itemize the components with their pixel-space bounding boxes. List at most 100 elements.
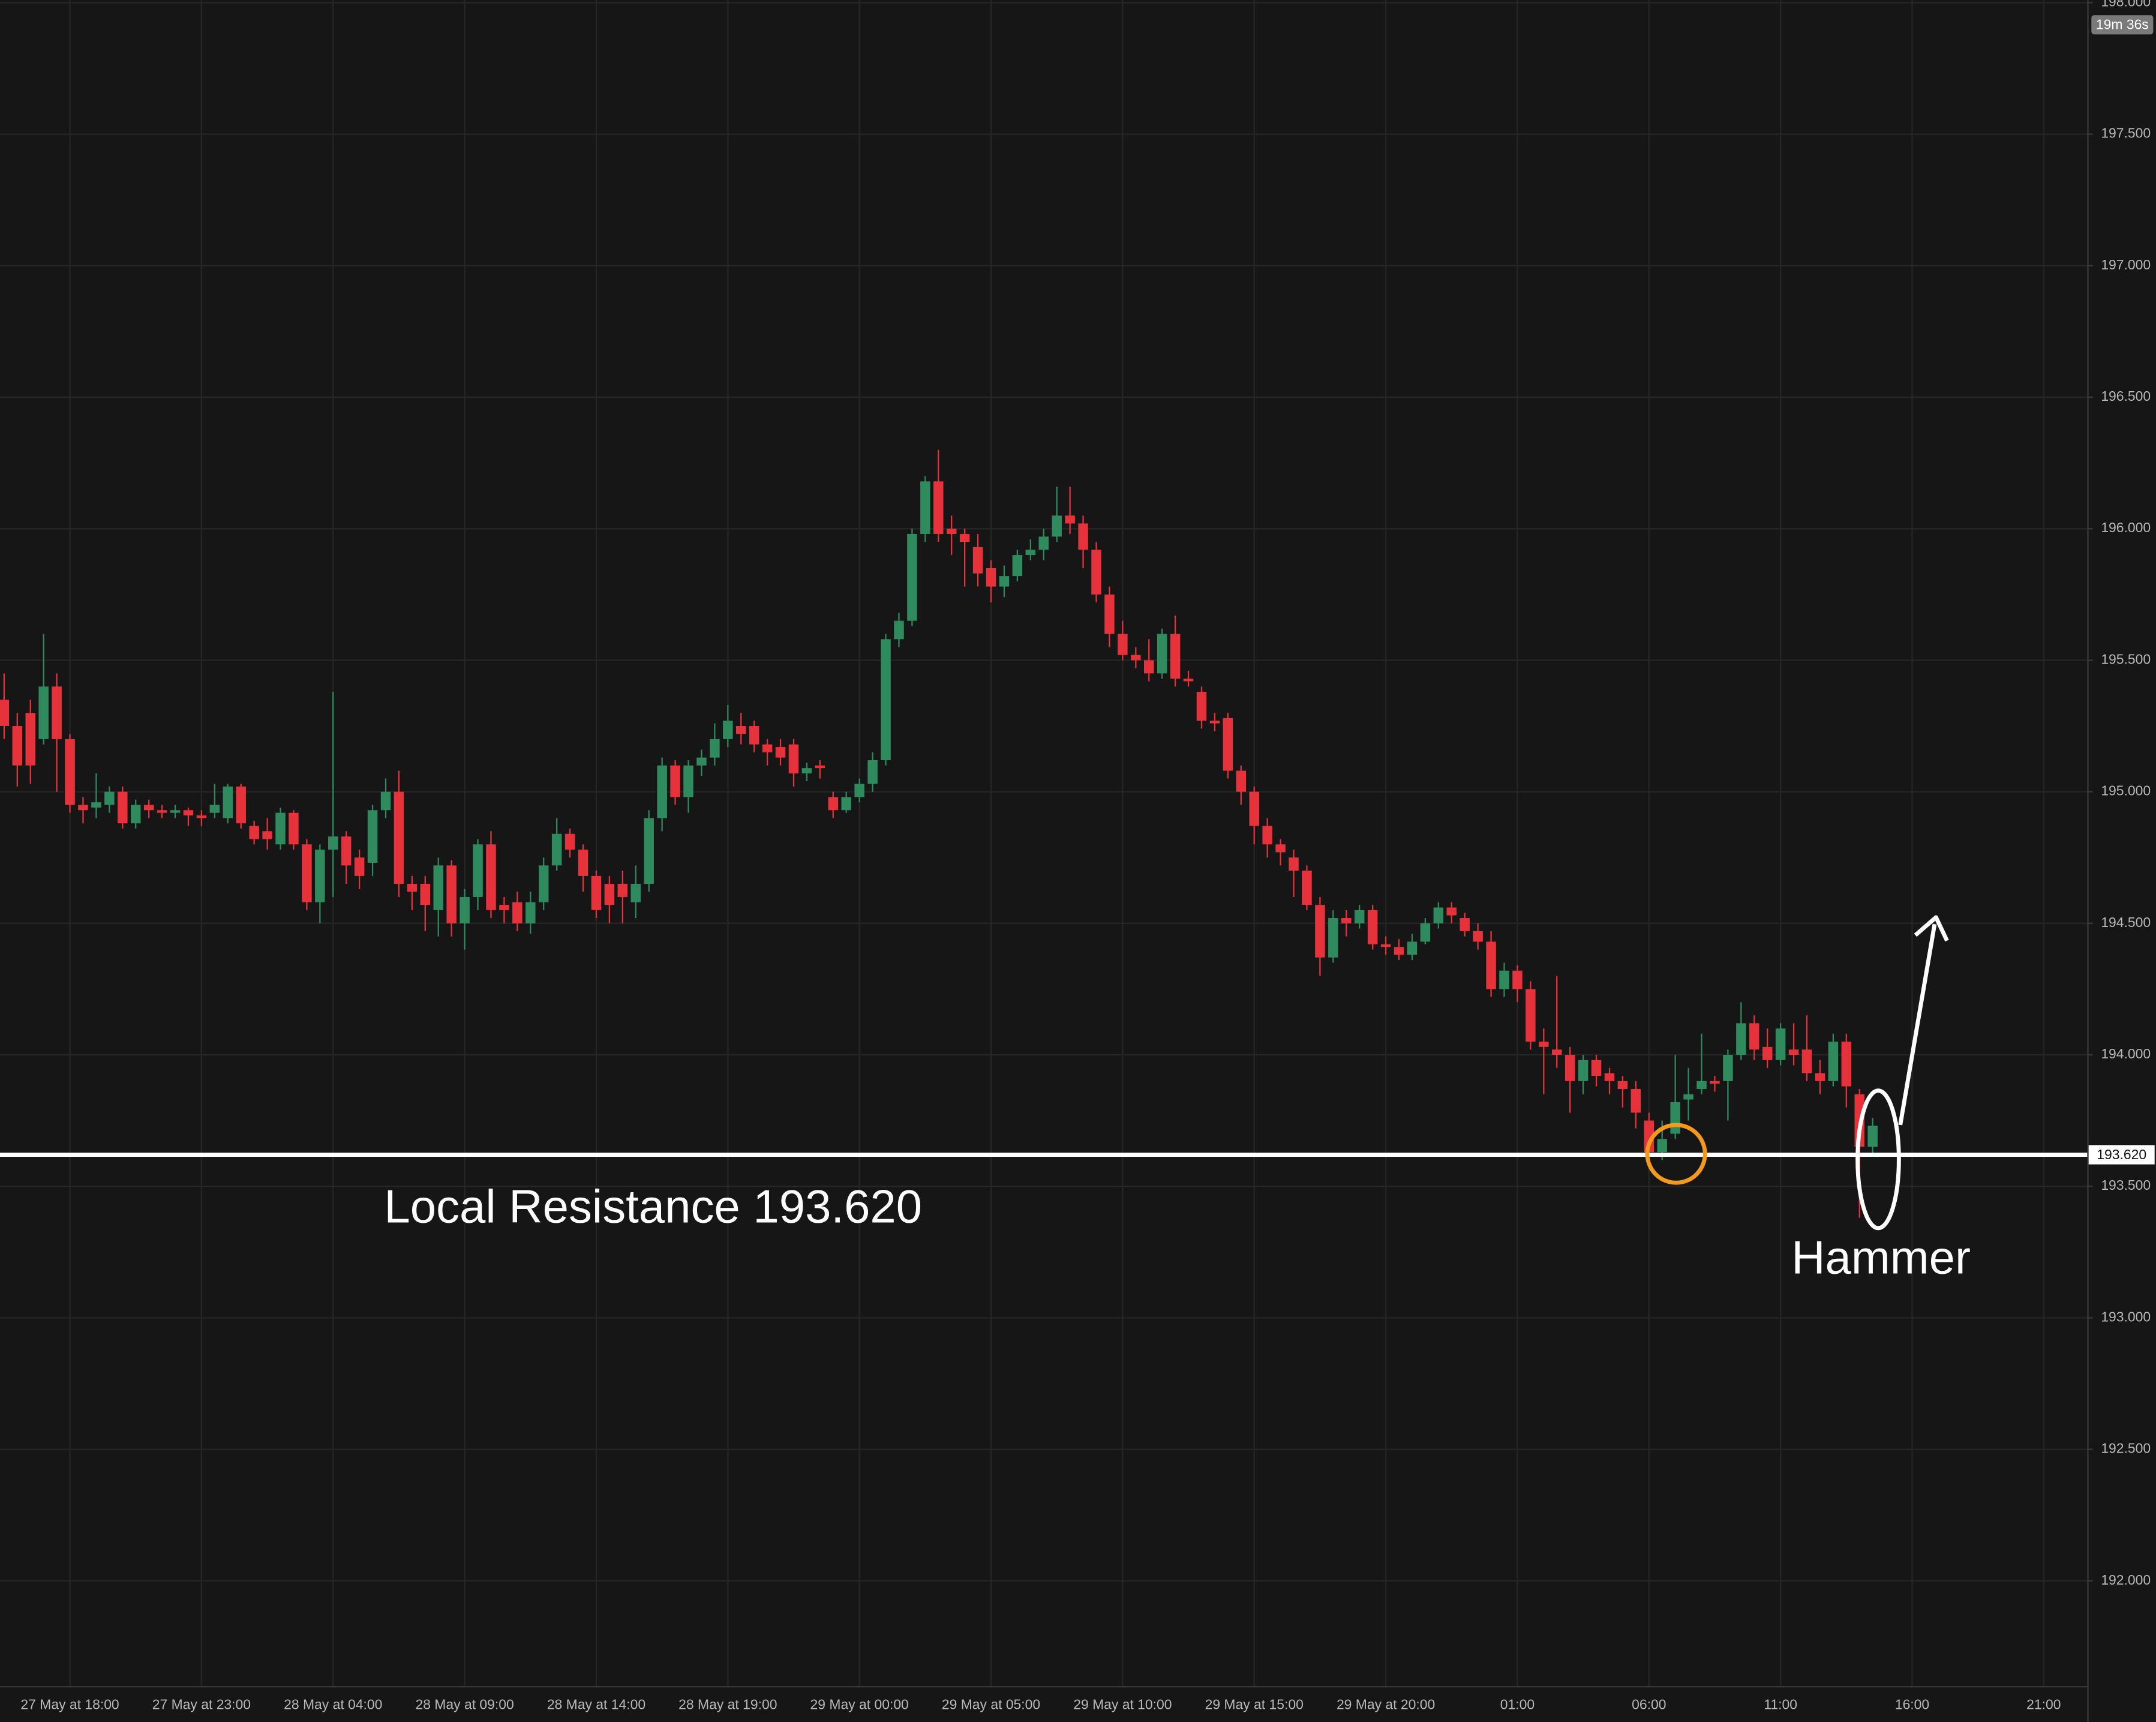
candle-body (683, 765, 693, 797)
candle-body (907, 533, 917, 621)
candle-body (1644, 1120, 1654, 1153)
y-tick-label: 195.500 (2101, 651, 2151, 667)
candle-body (854, 784, 864, 797)
candle-body (1038, 536, 1049, 550)
candle-body (1723, 1054, 1733, 1081)
candle-body (236, 786, 246, 824)
candle-body (367, 810, 378, 863)
candle-body (1143, 660, 1154, 674)
candle-body (1209, 721, 1220, 724)
candles (0, 449, 2088, 1218)
candle-body (262, 831, 272, 839)
candle-body (1512, 970, 1523, 989)
candle-body (78, 805, 88, 811)
candle-body (630, 884, 641, 902)
candle-body (512, 902, 523, 923)
axes: 192.000 192.500 193.000 193.500 194.000 194.5… (20, 0, 2155, 1712)
x-tick-label: 28 May at 09:00 (415, 1696, 514, 1712)
candle-body (1118, 634, 1128, 655)
candle-body (644, 818, 654, 884)
candle-body (920, 481, 930, 534)
candle-body (1380, 944, 1391, 947)
candle-body (1407, 941, 1418, 955)
y-tick-label: 193.500 (2101, 1177, 2151, 1193)
candle-body (1275, 844, 1286, 853)
candle-body (249, 826, 259, 839)
candle-body (1262, 826, 1272, 845)
candle-body (1131, 655, 1141, 661)
candle-body (578, 850, 588, 876)
x-tick-label: 28 May at 19:00 (678, 1696, 777, 1712)
candle-body (1486, 941, 1496, 989)
candle-body (1302, 871, 1312, 905)
y-tick-label: 194.000 (2101, 1046, 2151, 1061)
hammer-ellipse (1855, 1088, 1901, 1231)
candle-body (551, 833, 562, 866)
candle-body (881, 639, 891, 760)
candle-body (696, 757, 707, 766)
candle-body (710, 739, 720, 758)
candle-body (1749, 1023, 1759, 1050)
candle-body (1289, 857, 1299, 871)
candle-body (209, 805, 220, 813)
candle-body (302, 844, 312, 902)
candle-body (433, 865, 443, 910)
candle-body (1091, 550, 1101, 595)
candle-body (1183, 679, 1194, 682)
candle-body (564, 833, 575, 850)
candle-body (538, 865, 549, 902)
candle-body (1815, 1073, 1825, 1081)
y-tick-label: 197.500 (2101, 125, 2151, 141)
candle-body (1670, 1102, 1680, 1134)
candle-body (1696, 1081, 1707, 1089)
grid (0, 0, 2088, 1687)
candle-body (407, 884, 418, 892)
candle-body (486, 844, 496, 910)
candle-body (52, 686, 62, 739)
candle-body (1157, 634, 1167, 674)
candle-body (1078, 523, 1088, 550)
x-tick-label: 11:00 (1764, 1696, 1797, 1712)
candle-body (946, 529, 957, 534)
candle-body (143, 805, 154, 811)
candle-body (1104, 594, 1115, 634)
candle-body (723, 721, 733, 739)
candle-body (736, 726, 746, 734)
x-tick-label: 16:00 (1895, 1696, 1929, 1712)
candle-body (65, 739, 75, 805)
candle-body (972, 547, 983, 574)
y-tick-label: 192.000 (2101, 1572, 2151, 1588)
candle-body (130, 805, 141, 824)
candle-body (289, 812, 299, 845)
candle-body (473, 844, 483, 897)
x-tick-label: 28 May at 04:00 (284, 1696, 382, 1712)
candle-body (1170, 634, 1181, 679)
candle-body (1657, 1139, 1667, 1153)
x-tick-label: 27 May at 18:00 (20, 1696, 119, 1712)
y-tick-label: 194.500 (2101, 914, 2151, 930)
candle-body (0, 700, 10, 727)
candle-body (591, 875, 602, 910)
candle-body (1341, 918, 1352, 923)
candle-body (788, 744, 799, 773)
candle-body (328, 836, 338, 850)
level-label-box (2088, 1145, 2155, 1165)
candle-body (1841, 1042, 1852, 1087)
candle-body (959, 533, 970, 542)
candle-body (1236, 770, 1247, 792)
candle-body (933, 481, 944, 534)
x-tick-label: 06:00 (1632, 1696, 1666, 1712)
candle-body (1354, 910, 1365, 923)
candle-body (1328, 918, 1338, 958)
candle-body (617, 884, 628, 897)
candle-body (1617, 1081, 1628, 1089)
candle-body (1551, 1049, 1562, 1055)
candle-body (420, 884, 431, 905)
level-label: 193.620 (2097, 1147, 2146, 1162)
candle-body (801, 768, 812, 773)
level-annotation: Local Resistance 193.620 (384, 1180, 922, 1233)
candle-body (380, 791, 391, 811)
candle-body (1367, 910, 1378, 944)
candle-body (499, 905, 509, 910)
candle-body (223, 786, 233, 818)
